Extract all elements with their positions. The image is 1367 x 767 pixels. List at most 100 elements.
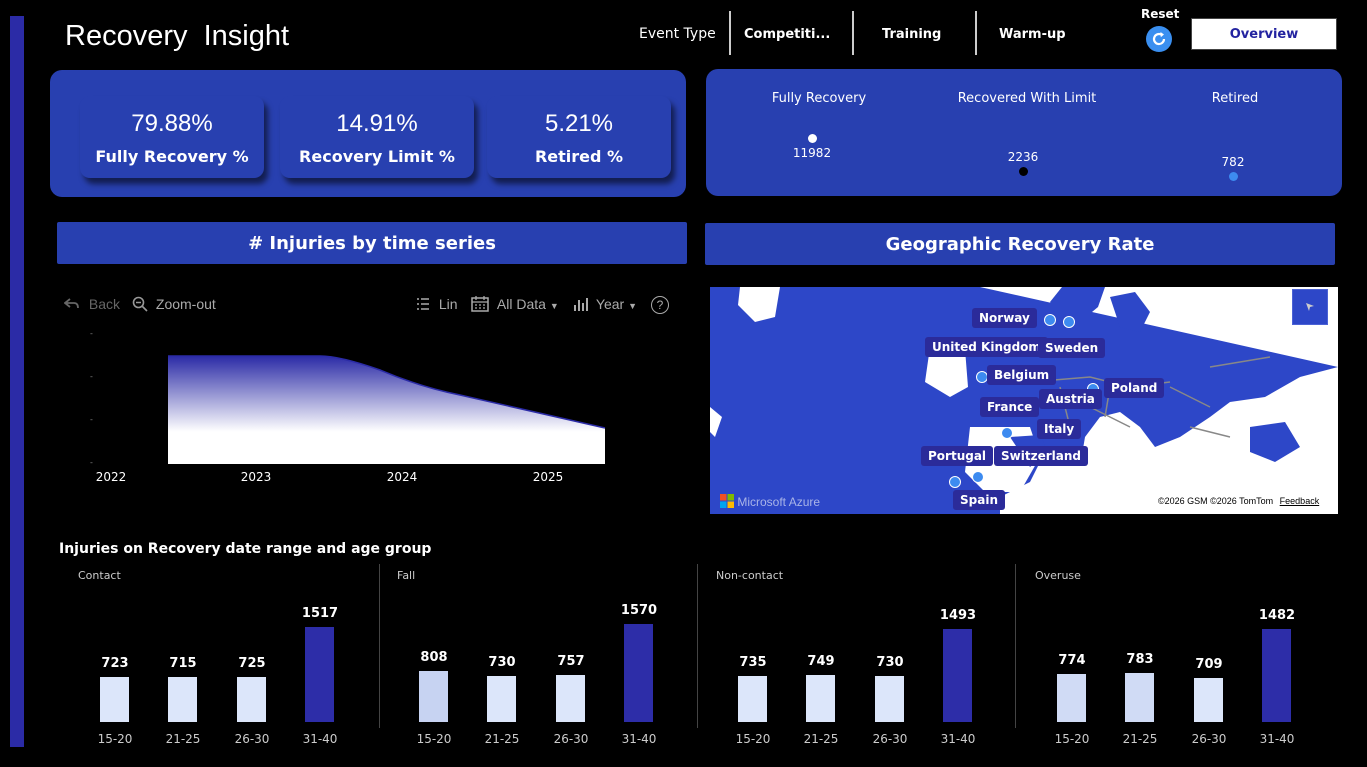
refresh-icon: [1152, 32, 1166, 46]
back-label: Back: [88, 296, 121, 312]
outcome-dot-retired[interactable]: [1229, 172, 1238, 181]
age-chart-title: Injuries on Recovery date range and age …: [59, 541, 432, 557]
bar[interactable]: [1194, 678, 1223, 722]
overview-button[interactable]: Overview: [1191, 18, 1337, 50]
map-point-norway[interactable]: [1044, 314, 1056, 326]
chart-toolbar: Back Zoom-out Lin All Data ▼ Year ▼ ?: [0, 296, 700, 316]
zoom-out-icon: [132, 296, 148, 312]
map-label-portugal[interactable]: Portugal: [921, 446, 994, 466]
map-label-austria[interactable]: Austria: [1039, 389, 1102, 409]
x-axis-label: 21-25: [1122, 732, 1158, 746]
slicer-competition[interactable]: Competiti...: [729, 11, 843, 55]
panel-title: Overuse: [1035, 569, 1081, 582]
x-axis-label: 26-30: [1191, 732, 1227, 746]
bar-value-label: 808: [420, 650, 448, 665]
area-line: [168, 355, 606, 429]
bar[interactable]: [237, 677, 266, 722]
left-accent-strip: [10, 16, 24, 747]
map-label-spain[interactable]: Spain: [953, 490, 1005, 510]
slicer-training-label: Training: [882, 27, 942, 42]
map-attribution-text: ©2026 GSM ©2026 TomTom: [1158, 496, 1274, 506]
slicer-training[interactable]: Training: [852, 11, 966, 55]
map-label-france[interactable]: France: [980, 397, 1040, 417]
reset-label: Reset: [1141, 7, 1180, 21]
bar[interactable]: [943, 629, 972, 722]
map-attribution-logo: Microsoft Azure: [720, 494, 820, 509]
map-point-spain[interactable]: [949, 476, 961, 488]
outcome-value-fully-recovery: 11982: [792, 146, 832, 160]
geo-header: Geographic Recovery Rate: [705, 223, 1335, 265]
map-label-italy[interactable]: Italy: [1037, 419, 1082, 439]
bar[interactable]: [1057, 674, 1086, 722]
bar[interactable]: [806, 675, 835, 722]
map-point-sweden[interactable]: [1063, 316, 1075, 328]
bar-value-label: 709: [1195, 657, 1223, 672]
map-point-france[interactable]: [1001, 427, 1013, 439]
bar[interactable]: [875, 676, 904, 722]
x-axis-label: 31-40: [940, 732, 976, 746]
x-axis-label: 21-25: [165, 732, 201, 746]
x-axis-label: 31-40: [1259, 732, 1295, 746]
bar[interactable]: [305, 627, 334, 722]
bar-value-label: 757: [557, 654, 585, 669]
map-label-belgium[interactable]: Belgium: [987, 365, 1057, 385]
x-axis-label: 26-30: [234, 732, 270, 746]
list-icon: [417, 298, 429, 310]
bar[interactable]: [738, 676, 767, 722]
bar[interactable]: [419, 671, 448, 722]
kpi-label: Fully Recovery %: [95, 147, 249, 166]
bar-chart-icon: [574, 298, 588, 311]
lin-button[interactable]: Lin: [416, 296, 458, 312]
outcome-label-recovered-with-limit: Recovered With Limit: [957, 91, 1097, 106]
bar[interactable]: [487, 676, 516, 722]
help-icon[interactable]: ?: [651, 296, 669, 314]
bar[interactable]: [556, 675, 585, 722]
x-tick-label: 2023: [241, 470, 272, 484]
all-data-dropdown[interactable]: All Data ▼: [471, 296, 559, 312]
outcome-dot-recovered-with-limit[interactable]: [1019, 167, 1028, 176]
map-feedback-link[interactable]: Feedback: [1279, 496, 1320, 506]
time-series-header: # Injuries by time series: [57, 222, 687, 264]
bar-value-label: 1517: [301, 606, 339, 621]
map-label-poland[interactable]: Poland: [1104, 378, 1165, 398]
bar[interactable]: [1125, 673, 1154, 722]
kpi-card-fully-recovery: 79.88% Fully Recovery %: [80, 96, 264, 178]
x-axis-label: 31-40: [621, 732, 657, 746]
bar[interactable]: [100, 677, 129, 722]
kpi-panel: 79.88% Fully Recovery % 14.91% Recovery …: [50, 70, 686, 197]
back-arrow-icon: [63, 298, 79, 309]
bar[interactable]: [1262, 629, 1291, 722]
outcome-value-recovered-with-limit: 2236: [1007, 150, 1039, 164]
zoom-out-button[interactable]: Zoom-out: [132, 296, 216, 312]
map-label-norway[interactable]: Norway: [972, 308, 1037, 328]
time-series-chart: - - - - 2022 2023 2024 2025: [90, 329, 606, 484]
outcome-dot-fully-recovery[interactable]: [808, 134, 817, 143]
outcome-dot-panel: Fully Recovery Recovered With Limit Reti…: [706, 69, 1342, 196]
bar-value-label: 1570: [620, 603, 658, 618]
reset-button[interactable]: [1146, 26, 1172, 52]
bar-value-label: 1482: [1258, 608, 1296, 623]
panel-divider: [697, 564, 698, 728]
geo-map[interactable]: Norway United Kingdom Sweden Belgium Pol…: [710, 287, 1338, 514]
back-button[interactable]: Back: [63, 296, 121, 312]
x-tick-label: 2022: [96, 470, 127, 484]
bar[interactable]: [624, 624, 653, 722]
year-dropdown[interactable]: Year ▼: [573, 296, 637, 312]
kpi-card-retired: 5.21% Retired %: [487, 96, 671, 178]
bar[interactable]: [168, 677, 197, 722]
kpi-card-recovery-limit: 14.91% Recovery Limit %: [280, 96, 474, 178]
x-axis-label: 15-20: [97, 732, 133, 746]
bar-value-label: 723: [101, 656, 129, 671]
bar-value-label: 774: [1058, 653, 1086, 668]
calendar-icon: [471, 296, 489, 312]
map-point-portugal[interactable]: [972, 471, 984, 483]
event-type-label: Event Type: [639, 26, 716, 42]
map-select-button[interactable]: [1292, 289, 1328, 325]
slicer-warm-up[interactable]: Warm-up: [975, 11, 1089, 55]
map-label-united-kingdom[interactable]: United Kingdom: [925, 337, 1048, 357]
map-label-sweden[interactable]: Sweden: [1038, 338, 1106, 358]
map-label-switzerland[interactable]: Switzerland: [994, 446, 1088, 466]
x-tick-label: 2025: [533, 470, 564, 484]
x-axis-label: 15-20: [735, 732, 771, 746]
bar-value-label: 725: [238, 656, 266, 671]
